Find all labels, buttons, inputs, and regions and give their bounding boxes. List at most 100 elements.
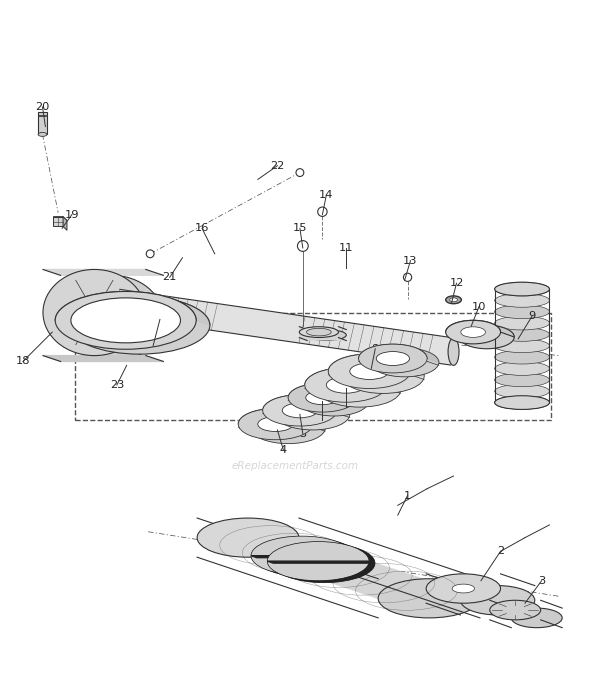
Polygon shape	[53, 216, 63, 226]
Polygon shape	[55, 291, 210, 326]
Polygon shape	[63, 216, 67, 231]
Ellipse shape	[448, 338, 459, 365]
Text: 18: 18	[16, 357, 30, 367]
Polygon shape	[288, 384, 368, 402]
Ellipse shape	[445, 296, 461, 304]
Polygon shape	[146, 311, 158, 326]
Text: 19: 19	[65, 210, 79, 220]
Ellipse shape	[494, 328, 549, 341]
Ellipse shape	[273, 543, 375, 583]
Text: 17: 17	[146, 341, 160, 350]
Ellipse shape	[512, 608, 562, 627]
Text: 20: 20	[35, 102, 50, 112]
Circle shape	[296, 168, 304, 177]
Text: 2: 2	[497, 547, 504, 556]
Ellipse shape	[38, 133, 47, 136]
Text: eReplacementParts.com: eReplacementParts.com	[231, 461, 359, 471]
Text: 12: 12	[450, 278, 464, 288]
Text: 1: 1	[404, 491, 411, 501]
Text: 11: 11	[339, 243, 353, 253]
Polygon shape	[114, 289, 457, 365]
Ellipse shape	[494, 282, 549, 296]
Ellipse shape	[69, 297, 210, 354]
Text: 13: 13	[403, 255, 418, 266]
Polygon shape	[305, 368, 401, 390]
Circle shape	[404, 273, 412, 282]
Text: 14: 14	[319, 190, 333, 200]
Ellipse shape	[494, 373, 549, 387]
Ellipse shape	[359, 344, 427, 373]
Ellipse shape	[494, 350, 549, 364]
Ellipse shape	[371, 348, 439, 377]
Ellipse shape	[288, 384, 357, 412]
Text: 21: 21	[162, 272, 177, 282]
Ellipse shape	[461, 327, 486, 338]
Polygon shape	[197, 538, 480, 599]
Text: 22: 22	[270, 160, 284, 171]
Ellipse shape	[494, 294, 549, 307]
Ellipse shape	[378, 579, 480, 618]
Polygon shape	[53, 216, 67, 220]
Text: 16: 16	[195, 223, 209, 233]
Ellipse shape	[276, 399, 350, 430]
Ellipse shape	[460, 326, 514, 348]
Ellipse shape	[494, 316, 549, 330]
Ellipse shape	[494, 384, 549, 398]
Ellipse shape	[342, 359, 424, 394]
Ellipse shape	[251, 536, 353, 576]
Ellipse shape	[328, 354, 411, 388]
Ellipse shape	[307, 328, 331, 336]
Ellipse shape	[258, 417, 293, 431]
Ellipse shape	[71, 298, 181, 343]
Ellipse shape	[90, 309, 99, 317]
Ellipse shape	[263, 395, 337, 426]
Ellipse shape	[267, 542, 369, 581]
Ellipse shape	[299, 327, 339, 338]
Ellipse shape	[43, 270, 146, 356]
Text: 7: 7	[342, 402, 349, 412]
Ellipse shape	[61, 276, 163, 361]
Ellipse shape	[426, 574, 500, 603]
Circle shape	[297, 241, 308, 251]
Circle shape	[317, 207, 327, 216]
Text: 5: 5	[299, 429, 306, 439]
Ellipse shape	[326, 377, 365, 393]
Polygon shape	[238, 408, 325, 428]
Ellipse shape	[257, 538, 359, 577]
Ellipse shape	[445, 320, 500, 344]
Polygon shape	[43, 270, 163, 276]
Ellipse shape	[251, 412, 325, 443]
Ellipse shape	[350, 363, 389, 379]
Polygon shape	[38, 112, 47, 134]
Ellipse shape	[305, 368, 387, 402]
Ellipse shape	[490, 601, 540, 620]
Ellipse shape	[494, 339, 549, 353]
Circle shape	[146, 250, 154, 257]
Ellipse shape	[197, 518, 299, 557]
Polygon shape	[251, 555, 359, 557]
Polygon shape	[359, 344, 439, 363]
Ellipse shape	[494, 282, 549, 296]
Ellipse shape	[306, 391, 339, 404]
Ellipse shape	[494, 362, 549, 375]
Text: 15: 15	[293, 223, 307, 233]
Polygon shape	[263, 395, 350, 415]
Polygon shape	[43, 356, 163, 361]
Polygon shape	[445, 320, 514, 337]
Ellipse shape	[307, 330, 346, 340]
Text: 9: 9	[528, 311, 536, 321]
Text: 6: 6	[319, 415, 326, 425]
Polygon shape	[299, 327, 346, 340]
Polygon shape	[328, 354, 424, 376]
Ellipse shape	[494, 396, 549, 409]
Polygon shape	[267, 561, 375, 563]
Text: 3: 3	[538, 576, 545, 586]
Ellipse shape	[84, 304, 105, 321]
Text: 8: 8	[372, 344, 379, 354]
Ellipse shape	[300, 387, 368, 416]
Ellipse shape	[319, 373, 401, 407]
Text: 10: 10	[472, 302, 486, 311]
Ellipse shape	[494, 396, 549, 409]
Text: 4: 4	[280, 445, 287, 454]
Ellipse shape	[376, 352, 409, 365]
